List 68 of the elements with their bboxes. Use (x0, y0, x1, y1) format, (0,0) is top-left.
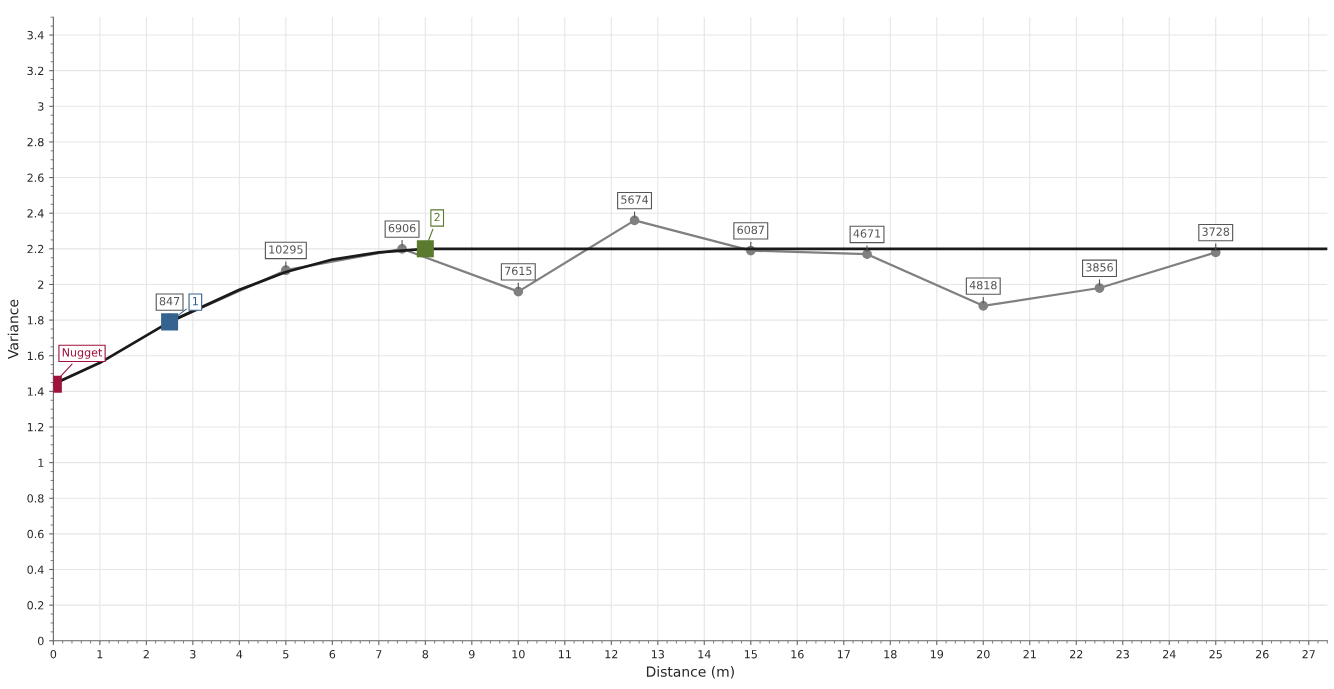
point (862, 249, 872, 260)
x-tick-label: 25 (1209, 649, 1222, 659)
y-tick-label: 3 (38, 102, 44, 111)
y-tick-label: 0.2 (27, 601, 44, 610)
y-tick-label: 2.6 (27, 173, 44, 182)
x-tick-label: 10 (512, 649, 525, 659)
y-tick-label: 2.2 (27, 244, 44, 254)
point (513, 286, 524, 297)
annotation: 6906 (388, 223, 416, 233)
x-tick-label: 4 (236, 650, 243, 659)
x-tick-label: 5 (283, 650, 289, 659)
x-tick-label: 12 (605, 649, 618, 659)
y-tick-label: 2.4 (27, 209, 44, 218)
y-tick-label: 1.2 (27, 422, 44, 432)
y-tick-label: 2.8 (27, 137, 44, 147)
annotation: 4818 (969, 280, 997, 290)
y-tick-label: 0.6 (27, 529, 44, 539)
x-axis-title: Distance (m) (646, 666, 734, 679)
y-axis-title: Variance (7, 299, 19, 359)
y-tick-label: 0.4 (27, 565, 44, 574)
x-tick-label: 0 (50, 649, 57, 659)
x-tick-label: 8 (422, 649, 429, 659)
annotation: 10295 (269, 245, 303, 254)
x-tick-label: 7 (376, 650, 382, 659)
x-tick-label: 17 (837, 650, 850, 659)
x-tick-label: 13 (651, 649, 664, 659)
x-tick-label: 14 (698, 650, 711, 659)
point (161, 313, 179, 331)
annotation: 5674 (621, 195, 649, 204)
annotation: 2 (434, 212, 440, 222)
point (978, 300, 989, 311)
x-tick-label: 11 (558, 650, 571, 659)
x-tick-label: 24 (1162, 649, 1176, 659)
point (629, 215, 640, 226)
point (416, 240, 434, 258)
annotation: 6087 (737, 225, 764, 235)
y-tick-label: 0 (38, 636, 44, 646)
annotation: Nugget (62, 348, 103, 359)
y-tick-label: 2 (38, 280, 44, 289)
x-tick-label: 23 (1116, 649, 1129, 659)
y-tick-label: 3.4 (27, 31, 44, 40)
annotation: 3856 (1086, 263, 1113, 272)
y-tick-label: 1.6 (27, 351, 44, 361)
x-tick-label: 16 (791, 649, 804, 659)
y-tick-label: 0.8 (27, 494, 44, 503)
y-tick-label: 3.2 (27, 66, 44, 76)
annotation: 3728 (1202, 227, 1230, 236)
x-tick-label: 27 (1302, 649, 1315, 659)
x-tick-label: 22 (1070, 649, 1083, 659)
x-tick-label: 2 (143, 649, 149, 659)
x-tick-label: 20 (977, 649, 990, 659)
point (1094, 283, 1105, 293)
annotation: 847 (159, 296, 180, 306)
annotation: 1 (193, 297, 198, 306)
annotation: 7615 (505, 266, 532, 276)
x-tick-label: 26 (1255, 649, 1269, 659)
x-tick-label: 9 (468, 649, 475, 659)
x-tick-label: 15 (744, 650, 757, 659)
x-tick-label: 19 (930, 649, 944, 659)
x-tick-label: 1 (97, 650, 103, 659)
annotation: 4671 (853, 229, 881, 238)
x-tick-label: 6 (329, 649, 336, 659)
y-tick-label: 1.8 (27, 316, 44, 325)
x-tick-label: 18 (884, 649, 897, 659)
x-tick-label: 21 (1023, 649, 1036, 659)
y-tick-label: 1.4 (27, 387, 44, 396)
y-tick-label: 1 (38, 458, 44, 467)
x-tick-label: 3 (190, 649, 196, 659)
